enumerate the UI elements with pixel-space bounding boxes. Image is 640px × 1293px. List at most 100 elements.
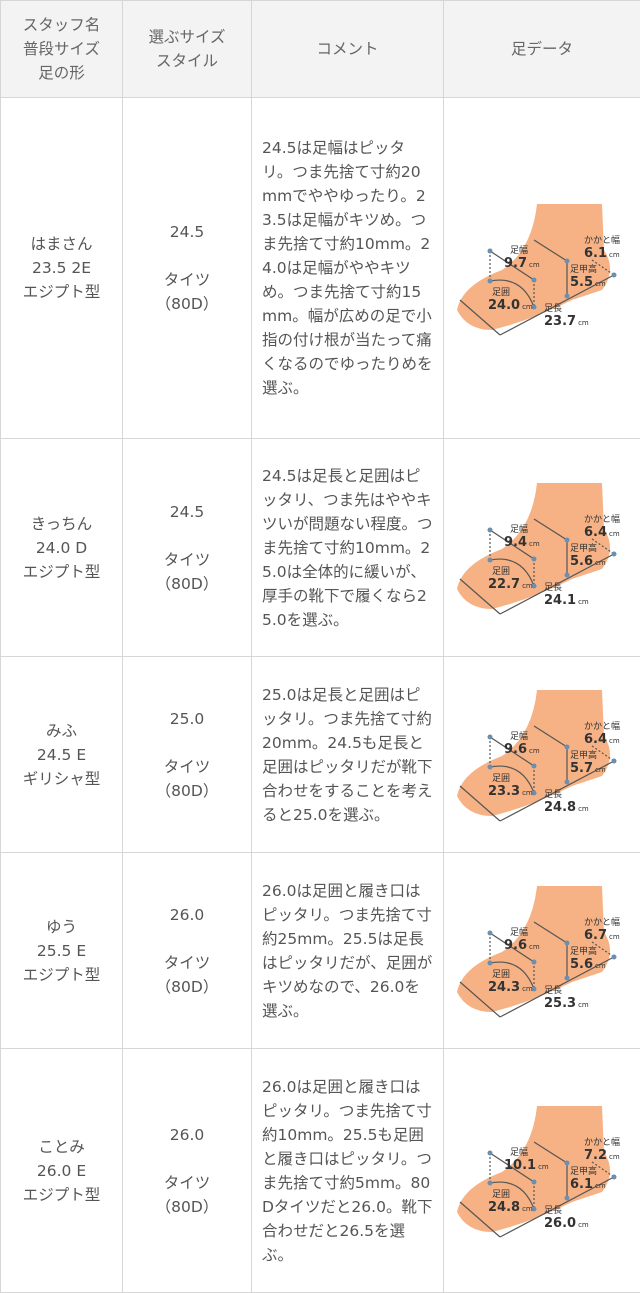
comment-cell: 24.5は足幅はピッタリ。つま先捨て寸約20mmでややゆったり。23.5は足幅が… xyxy=(252,98,444,439)
table-row: みふ 24.5 E ギリシャ型 25.0 タイツ （80D） 25.0は足長と足… xyxy=(1,657,640,853)
girth-label: 足囲 xyxy=(492,969,510,980)
instep-height-label: 足甲高 xyxy=(570,749,597,761)
girth-label: 足囲 xyxy=(492,1189,510,1200)
unit: cm xyxy=(529,261,540,269)
staff-cell: ゆう 25.5 E エジプト型 xyxy=(1,853,123,1049)
unit: cm xyxy=(609,251,620,259)
girth-label: 足囲 xyxy=(492,566,510,577)
girth-value: 24.0 xyxy=(488,298,520,313)
unit: cm xyxy=(578,598,589,606)
table-row: はまさん 23.5 2E エジプト型 24.5 タイツ （80D） 24.5は足… xyxy=(1,98,640,439)
chosen-size-cell: 24.5 タイツ （80D） xyxy=(123,439,252,657)
chosen-size-cell: 26.0 タイツ （80D） xyxy=(123,1049,252,1293)
chosen-size: 24.5 xyxy=(170,503,205,521)
unit: cm xyxy=(578,805,589,813)
heel-width-value: 6.1 xyxy=(584,246,607,261)
heel-width-value: 7.2 xyxy=(584,1148,607,1163)
header-size: 選ぶサイズスタイル xyxy=(123,1,252,98)
chosen-size: 24.5 xyxy=(170,223,205,241)
usual-size: 24.0 D xyxy=(36,539,87,557)
unit: cm xyxy=(529,540,540,548)
staff-name: きっちん xyxy=(31,515,92,533)
style-detail: （80D） xyxy=(156,978,219,996)
heel-width-value: 6.7 xyxy=(584,928,607,943)
girth-label: 足囲 xyxy=(492,287,510,298)
foot-length-value: 24.1 xyxy=(544,593,576,608)
style: タイツ xyxy=(164,551,211,569)
foot-shape: ギリシャ型 xyxy=(23,770,101,788)
foot-width-label: 足幅 xyxy=(510,926,528,938)
table-row: ことみ 26.0 E エジプト型 26.0 タイツ （80D） 26.0は足囲と… xyxy=(1,1049,640,1293)
heel-width-label: かかと幅 xyxy=(584,234,620,246)
foot-width-value: 9.6 xyxy=(504,938,527,953)
unit: cm xyxy=(538,1163,549,1171)
style: タイツ xyxy=(164,954,211,972)
usual-size: 26.0 E xyxy=(37,1162,86,1180)
style: タイツ xyxy=(164,758,211,776)
girth-value: 24.3 xyxy=(488,980,520,995)
staff-name: みふ xyxy=(46,722,77,740)
staff-cell: はまさん 23.5 2E エジプト型 xyxy=(1,98,123,439)
instep-height-value: 5.7 xyxy=(570,761,593,776)
unit: cm xyxy=(522,582,533,590)
instep-height-label: 足甲高 xyxy=(570,1165,597,1177)
style-detail: （80D） xyxy=(156,1198,219,1216)
unit: cm xyxy=(595,559,606,567)
unit: cm xyxy=(609,530,620,538)
style: タイツ xyxy=(164,271,211,289)
heel-width-value: 6.4 xyxy=(584,732,607,747)
foot-shape: エジプト型 xyxy=(23,1186,101,1204)
foot-length-value: 24.8 xyxy=(544,800,576,815)
unit: cm xyxy=(522,1205,533,1213)
staff-cell: みふ 24.5 E ギリシャ型 xyxy=(1,657,123,853)
chosen-size-cell: 26.0 タイツ （80D） xyxy=(123,853,252,1049)
style: タイツ xyxy=(164,1174,211,1192)
header-row: スタッフ名普段サイズ足の形 選ぶサイズスタイル コメント 足データ xyxy=(1,1,640,98)
staff-cell: きっちん 24.0 D エジプト型 xyxy=(1,439,123,657)
girth-label: 足囲 xyxy=(492,773,510,784)
girth-value: 24.8 xyxy=(488,1200,520,1215)
comment-cell: 26.0は足囲と履き口はピッタリ。つま先捨て寸約25mm。25.5は足長はピッタ… xyxy=(252,853,444,1049)
foot-length-label: 足長 xyxy=(544,789,562,800)
foot-width-value: 9.7 xyxy=(504,256,527,271)
unit: cm xyxy=(609,1153,620,1161)
foot-width-label: 足幅 xyxy=(510,523,528,535)
girth-value: 23.3 xyxy=(488,784,520,799)
staff-name: ゆう xyxy=(46,918,77,936)
style-detail: （80D） xyxy=(156,295,219,313)
table-row: ゆう 25.5 E エジプト型 26.0 タイツ （80D） 26.0は足囲と履… xyxy=(1,853,640,1049)
usual-size: 23.5 2E xyxy=(32,259,91,277)
unit: cm xyxy=(522,303,533,311)
comment-cell: 25.0は足長と足囲はピッタリ。つま先捨て寸約20mm。24.5も足長と足囲はピ… xyxy=(252,657,444,853)
table-row: きっちん 24.0 D エジプト型 24.5 タイツ （80D） 24.5は足長… xyxy=(1,439,640,657)
heel-width-label: かかと幅 xyxy=(584,720,620,732)
chosen-size: 25.0 xyxy=(170,710,205,728)
foot-length-label: 足長 xyxy=(544,303,562,314)
style-detail: （80D） xyxy=(156,575,219,593)
staff-cell: ことみ 26.0 E エジプト型 xyxy=(1,1049,123,1293)
foot-shape: エジプト型 xyxy=(23,563,101,581)
chosen-size: 26.0 xyxy=(170,1126,205,1144)
instep-height-label: 足甲高 xyxy=(570,542,597,554)
foot-length-value: 26.0 xyxy=(544,1216,576,1231)
unit: cm xyxy=(578,1001,589,1009)
usual-size: 24.5 E xyxy=(37,746,86,764)
foot-length-label: 足長 xyxy=(544,1205,562,1216)
unit: cm xyxy=(595,962,606,970)
